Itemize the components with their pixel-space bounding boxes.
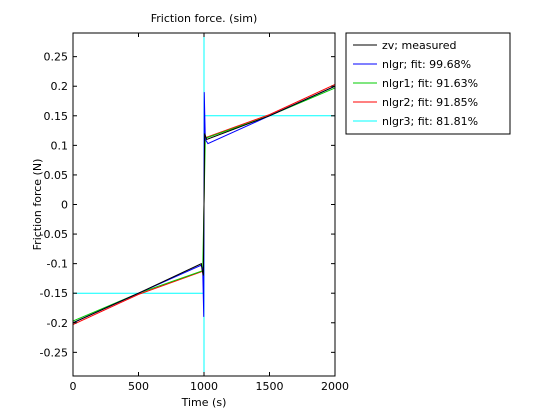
legend-entry-label: nlgr3; fit: 81.81%	[382, 115, 478, 128]
legend-entry-label: zv; measured	[382, 39, 456, 52]
y-tick-label: -0.2	[47, 317, 68, 330]
y-tick-label: -0.05	[40, 228, 68, 241]
x-tick-label: 2000	[321, 380, 349, 393]
x-tick-label: 0	[70, 380, 77, 393]
y-tick-label: 0.05	[44, 169, 69, 182]
y-tick-label: 0.25	[44, 51, 69, 64]
x-axis: 0 500 1000 1500 2000	[70, 33, 349, 393]
y-tick-label: -0.25	[40, 346, 68, 359]
legend-entry-label: nlgr2; fit: 91.85%	[382, 96, 478, 109]
y-tick-label: 0.15	[44, 110, 69, 123]
x-tick-label: 1500	[256, 380, 284, 393]
series-lines	[73, 33, 335, 376]
legend-entry-label: nlgr; fit: 99.68%	[382, 58, 471, 71]
legend-entry-label: nlgr1; fit: 91.63%	[382, 77, 478, 90]
y-axis-label: Friction force (N)	[31, 159, 44, 251]
y-tick-label: 0	[61, 199, 68, 212]
x-tick-label: 500	[128, 380, 149, 393]
x-axis-label: Time (s)	[181, 396, 227, 409]
y-axis: -0.25 -0.2 -0.15 -0.1 -0.05 0 0.05 0.1 0.15 0.2 0.…	[40, 51, 335, 359]
plot-area	[72, 32, 336, 377]
y-tick-label: 0.2	[51, 80, 69, 93]
chart-title: Friction force. (sim)	[151, 12, 258, 25]
y-tick-label: -0.1	[47, 258, 68, 271]
x-tick-label: 1000	[190, 380, 218, 393]
series-line-zv	[73, 85, 335, 324]
y-tick-label: -0.15	[40, 287, 68, 300]
y-tick-label: 0.1	[51, 139, 69, 152]
legend: zv; measured nlgr; fit: 99.68% nlgr1; fit:…	[345, 32, 511, 135]
